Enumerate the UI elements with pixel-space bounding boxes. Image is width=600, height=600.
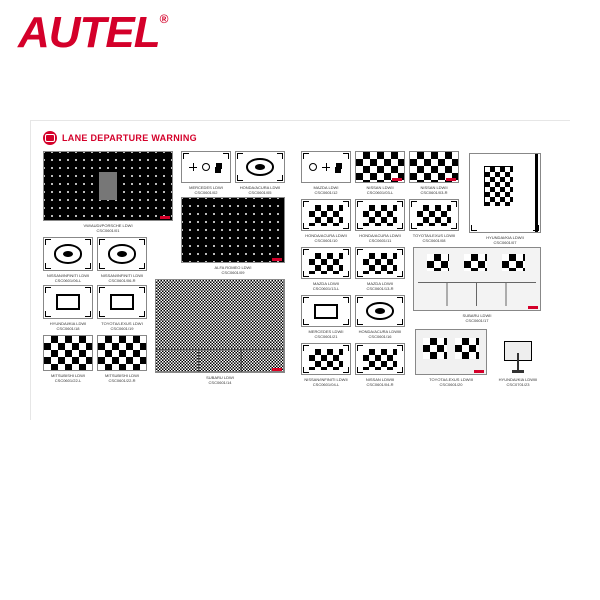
card-hy1: HYUNDAI/KIA LDWII CSC0601/07	[469, 153, 541, 245]
label-subaru2: SUBARU LDWII CSC0601/17	[413, 313, 541, 323]
label-nissan1b: NISSAN LDWII CSC0601/03-R	[409, 185, 459, 195]
card-nisinf2: NISSAN/INFINITI LDWI CSC0601/06-R	[97, 237, 147, 283]
car-icon	[43, 131, 57, 145]
card-toy1: TOYOTA/LEXUS LDWII CSC0601/08	[409, 199, 459, 243]
label-nisinf1: NISSAN/INFINITI LDWI CSC0601/06-L	[43, 273, 93, 283]
registered-mark: ®	[160, 12, 168, 26]
card-nisinf3: NISSAN/INFINITI LDWII CSC0601/04-L	[301, 343, 351, 387]
label-honda2a: HONDA/ACURA LDWII CSC0601/10	[301, 233, 351, 243]
card-nisinf1: NISSAN/INFINITI LDWI CSC0601/06-L	[43, 237, 93, 283]
card-honda3: HONDA/ACURA LDWIII CSC0601/16	[355, 295, 405, 339]
label-toy3: TOYOTA/LEXUS LDWIII CSC0601/20	[415, 377, 487, 387]
label-subaru: SUBARU LDWI CSC0601/14	[155, 375, 285, 385]
label-nisinf3: NISSAN/INFINITI LDWII CSC0601/04-L	[301, 377, 351, 387]
card-mazda2a: MAZDA LDWII CSC0601/13-L	[301, 247, 351, 291]
label-nissan3: NISSAN LDWIII CSC0601/04-R	[355, 377, 405, 387]
section-title: LANE DEPARTURE WARNING	[62, 133, 197, 143]
label-merc2: MERCEDES LDWII CSC0601/21	[301, 329, 351, 339]
card-hy2: HYUNDAI/KIA LDWI CSC0601/18	[43, 285, 93, 331]
label-honda3: HONDA/ACURA LDWIII CSC0601/16	[355, 329, 405, 339]
label-mazda2a: MAZDA LDWII CSC0601/13-L	[301, 281, 351, 291]
label-toy2: TOYOTA/LEXUS LDWI CSC0601/19	[97, 321, 147, 331]
label-honda1: HONDA/ACURA LDWI CSC0601/05	[235, 185, 285, 195]
catalog-sheet: LANE DEPARTURE WARNING VW/AUDI/PORSCHE L…	[30, 120, 570, 420]
card-hy3: HYUNDAI/KIA LDWIII CSC0701/23	[495, 327, 541, 387]
target-grid: VW/AUDI/PORSCHE LDWI CSC0601/01 MERCEDES…	[43, 151, 558, 411]
card-nissan1a: NISSAN LDWII CSC0601/03-L	[355, 151, 405, 195]
card-honda2a: HONDA/ACURA LDWII CSC0601/10	[301, 199, 351, 243]
card-nissan3: NISSAN LDWIII CSC0601/04-R	[355, 343, 405, 387]
label-hy2: HYUNDAI/KIA LDWI CSC0601/18	[43, 321, 93, 331]
label-alfa: ALFA ROMEO LDWI CSC0601/09	[181, 265, 285, 275]
card-alfa: ALFA ROMEO LDWI CSC0601/09	[181, 197, 285, 275]
card-subaru2: SUBARU LDWII CSC0601/17	[413, 247, 541, 323]
card-mits1: MITSUBISHI LDWI CSC0601/22-L	[43, 335, 93, 383]
card-toy2: TOYOTA/LEXUS LDWI CSC0601/19	[97, 285, 147, 331]
card-toy3: TOYOTA/LEXUS LDWIII CSC0601/20	[415, 329, 487, 387]
label-mazda1: MAZDA LDWI CSC0601/12	[301, 185, 351, 195]
card-subaru: SUBARU LDWI CSC0601/14	[155, 279, 285, 385]
label-vw: VW/AUDI/PORSCHE LDWI CSC0601/01	[43, 223, 173, 233]
label-mits2: MITSUBISHI LDWI CSC0601/22-R	[97, 373, 147, 383]
card-nissan1b: NISSAN LDWII CSC0601/03-R	[409, 151, 459, 195]
brand-name: AUTEL	[18, 8, 160, 57]
card-honda1: HONDA/ACURA LDWI CSC0601/05	[235, 151, 285, 195]
card-vw: VW/AUDI/PORSCHE LDWI CSC0601/01	[43, 151, 173, 233]
label-mercedes: MERCEDES LDWI CSC0601/02	[181, 185, 231, 195]
label-nissan1a: NISSAN LDWII CSC0601/03-L	[355, 185, 405, 195]
label-toy1: TOYOTA/LEXUS LDWII CSC0601/08	[409, 233, 459, 243]
brand-logo: AUTEL®	[18, 8, 168, 58]
card-merc2: MERCEDES LDWII CSC0601/21	[301, 295, 351, 339]
card-mits2: MITSUBISHI LDWI CSC0601/22-R	[97, 335, 147, 383]
card-mercedes: MERCEDES LDWI CSC0601/02	[181, 151, 231, 195]
label-honda2b: HONDA/ACURA LDWII CSC0601/11	[355, 233, 405, 243]
card-mazda2b: MAZDA LDWII CSC0601/13-R	[355, 247, 405, 291]
section-header: LANE DEPARTURE WARNING	[43, 131, 558, 145]
label-hy3: HYUNDAI/KIA LDWIII CSC0701/23	[495, 377, 541, 387]
card-honda2b: HONDA/ACURA LDWII CSC0601/11	[355, 199, 405, 243]
card-mazda1: MAZDA LDWI CSC0601/12	[301, 151, 351, 195]
label-nisinf2: NISSAN/INFINITI LDWI CSC0601/06-R	[97, 273, 147, 283]
label-mits1: MITSUBISHI LDWI CSC0601/22-L	[43, 373, 93, 383]
label-mazda2b: MAZDA LDWII CSC0601/13-R	[355, 281, 405, 291]
label-hy1: HYUNDAI/KIA LDWII CSC0601/07	[469, 235, 541, 245]
